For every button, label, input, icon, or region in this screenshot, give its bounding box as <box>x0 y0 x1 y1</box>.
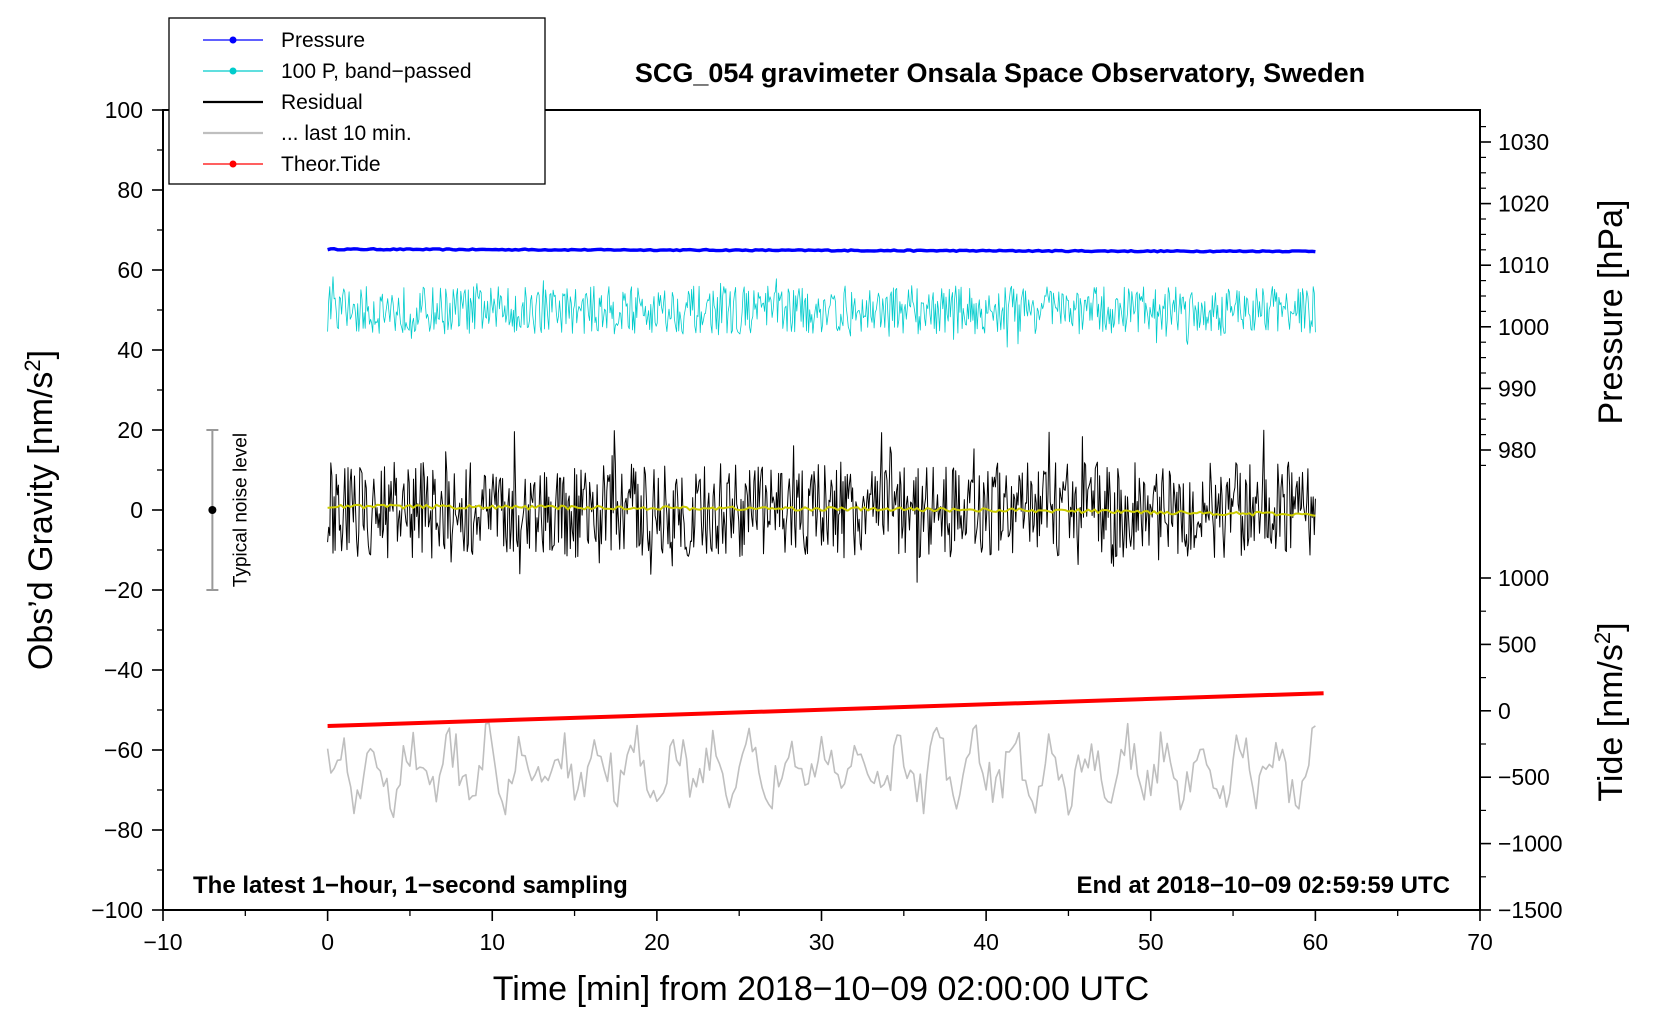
y-tick-label: 0 <box>130 497 143 523</box>
y-tick-label: −80 <box>104 817 143 843</box>
y-tick-label: 40 <box>117 337 143 363</box>
x-tick-label: 30 <box>809 929 835 955</box>
y-axis-title: Obs’d Gravity [nm/s2] <box>20 350 61 670</box>
y-axis-pressure: 980 990 1000 1010 1020 1030 <box>1480 125 1549 466</box>
y3-axis-title: Tide [nm/s2] <box>1590 622 1631 801</box>
series-pressure <box>327 246 1316 254</box>
tide-tick-label: 500 <box>1498 631 1536 657</box>
y-tick-label: 80 <box>117 177 143 203</box>
legend-label: ... last 10 min. <box>281 122 412 145</box>
x-tick-label: 0 <box>321 929 334 955</box>
y-axis-gravity: −100 −80 −60 −40 −20 0 20 40 60 80 100 <box>91 97 163 923</box>
y-tick-label: −20 <box>104 577 143 603</box>
y2-axis-title: Pressure [hPa] <box>1592 200 1630 425</box>
series-residual-smoothed <box>327 503 1316 517</box>
y-tick-label: −60 <box>104 737 143 763</box>
y-tick-label: −40 <box>104 657 143 683</box>
pressure-tick-label: 1030 <box>1498 129 1549 155</box>
series-layer <box>326 246 1324 819</box>
y-tick-label: 20 <box>117 417 143 443</box>
tide-tick-label: −500 <box>1498 764 1550 790</box>
legend-label: Residual <box>281 91 363 114</box>
tide-tick-label: 0 <box>1498 698 1511 724</box>
series-100-p-band-passed <box>327 276 1316 348</box>
pressure-tick-label: 990 <box>1498 375 1536 401</box>
x-tick-label: −10 <box>143 929 182 955</box>
annotation-left: The latest 1−hour, 1−second sampling <box>193 872 628 899</box>
y-tick-label: 100 <box>105 97 143 123</box>
x-axis: −10 0 10 20 30 40 50 60 70 <box>143 910 1493 955</box>
noise-indicator: Typical noise level <box>206 429 251 591</box>
tide-tick-label: −1000 <box>1498 831 1563 857</box>
x-axis-title: Time [min] from 2018−10−09 02:00:00 UTC <box>493 970 1149 1008</box>
legend-label: Theor.Tide <box>281 153 381 176</box>
x-tick-label: 60 <box>1303 929 1329 955</box>
legend: Pressure 100 P, band−passed Residual ... la… <box>168 17 546 185</box>
x-tick-label: 70 <box>1467 929 1493 955</box>
noise-label: Typical noise level <box>230 433 251 587</box>
series-last-10-min <box>326 722 1316 819</box>
pressure-tick-label: 1000 <box>1498 314 1549 340</box>
x-tick-label: 40 <box>973 929 999 955</box>
x-tick-label: 50 <box>1138 929 1164 955</box>
noise-center-dot <box>208 506 217 514</box>
series-residual <box>327 429 1316 583</box>
x-tick-label: 20 <box>644 929 670 955</box>
y-axis-tide: −1500 −1000 −500 0 500 1000 <box>1480 565 1563 923</box>
legend-marker <box>229 160 237 168</box>
pressure-tick-label: 980 <box>1498 437 1536 463</box>
x-tick-label: 10 <box>479 929 505 955</box>
pressure-tick-label: 1010 <box>1498 252 1549 278</box>
y-tick-label: −100 <box>91 897 143 923</box>
tide-tick-label: −1500 <box>1498 897 1563 923</box>
annotation-right: End at 2018−10−09 02:59:59 UTC <box>1076 872 1450 899</box>
legend-marker <box>229 67 237 75</box>
chart-title: SCG_054 gravimeter Onsala Space Observat… <box>635 58 1365 88</box>
series-theor-tide <box>327 691 1324 728</box>
legend-marker <box>229 36 237 44</box>
pressure-tick-label: 1020 <box>1498 191 1549 217</box>
legend-label: Pressure <box>281 29 365 52</box>
tide-tick-label: 1000 <box>1498 565 1549 591</box>
y-tick-label: 60 <box>117 257 143 283</box>
legend-label: 100 P, band−passed <box>281 60 472 83</box>
